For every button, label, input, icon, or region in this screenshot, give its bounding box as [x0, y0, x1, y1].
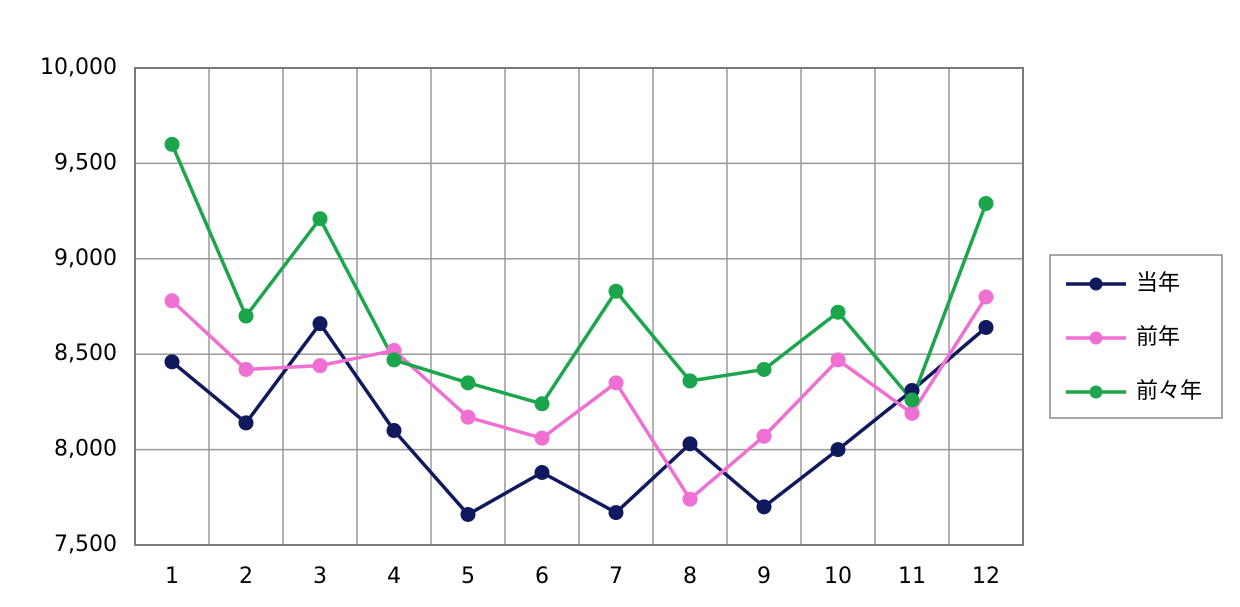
x-tick-label: 7 — [609, 564, 623, 589]
data-point — [978, 319, 994, 335]
legend-label: 前年 — [1136, 325, 1180, 350]
data-point — [682, 436, 698, 452]
x-tick-label: 11 — [898, 564, 926, 589]
data-point — [830, 442, 846, 458]
x-tick-label: 1 — [165, 564, 179, 589]
data-point — [682, 491, 698, 507]
y-tick-label: 7,500 — [54, 532, 117, 557]
x-tick-label: 10 — [824, 564, 852, 589]
data-point — [904, 405, 920, 421]
data-point — [386, 352, 402, 368]
data-point — [534, 430, 550, 446]
data-point — [460, 375, 476, 391]
data-point — [830, 352, 846, 368]
data-point — [978, 289, 994, 305]
data-point — [756, 499, 772, 515]
x-tick-label: 12 — [972, 564, 1000, 589]
data-point — [756, 361, 772, 377]
data-point — [164, 354, 180, 370]
x-tick-label: 3 — [313, 564, 327, 589]
data-point — [830, 304, 846, 320]
series-line — [170, 143, 988, 406]
legend-marker — [1089, 277, 1103, 291]
x-tick-label: 8 — [683, 564, 697, 589]
x-tick-label: 9 — [757, 564, 771, 589]
plot-border — [134, 67, 1024, 546]
legend-marker — [1089, 331, 1103, 345]
y-tick-label: 10,000 — [40, 55, 117, 80]
data-point — [238, 361, 254, 377]
data-point — [164, 293, 180, 309]
data-point — [608, 283, 624, 299]
y-tick-label: 9,000 — [54, 246, 117, 271]
data-point — [534, 464, 550, 480]
data-point — [608, 505, 624, 521]
legend-label: 前々年 — [1136, 379, 1202, 404]
data-point — [386, 423, 402, 439]
data-point — [534, 396, 550, 412]
legend-label: 当年 — [1136, 271, 1180, 296]
x-tick-label: 4 — [387, 564, 401, 589]
data-point — [756, 428, 772, 444]
data-point — [312, 358, 328, 374]
data-point — [608, 375, 624, 391]
data-point — [978, 195, 994, 211]
series-line — [170, 321, 988, 517]
y-tick-label: 8,000 — [54, 437, 117, 462]
x-tick-label: 5 — [461, 564, 475, 589]
data-point — [312, 211, 328, 227]
data-point — [312, 316, 328, 332]
legend-marker — [1089, 385, 1103, 399]
y-tick-label: 8,500 — [54, 341, 117, 366]
data-point — [460, 506, 476, 522]
y-tick-label: 9,500 — [54, 150, 117, 175]
data-point — [238, 308, 254, 324]
series-line — [170, 296, 988, 501]
data-point — [460, 409, 476, 425]
x-tick-label: 2 — [239, 564, 253, 589]
data-point — [164, 136, 180, 152]
data-point — [904, 392, 920, 408]
x-tick-label: 6 — [535, 564, 549, 589]
data-point — [238, 415, 254, 431]
data-point — [682, 373, 698, 389]
